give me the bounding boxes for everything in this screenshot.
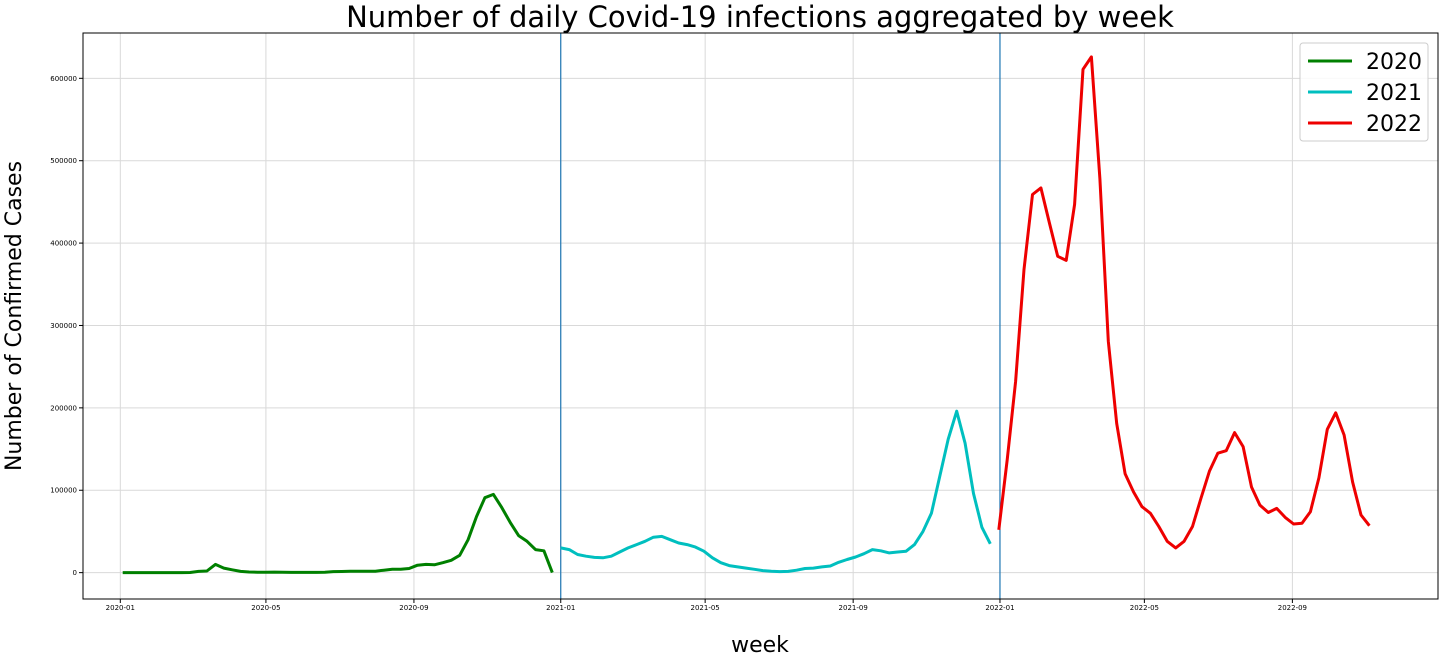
- y-tick-label: 400000: [50, 240, 77, 248]
- grid: [83, 33, 1438, 599]
- y-tick-label: 200000: [50, 404, 77, 412]
- x-tick-label: 2021-09: [839, 604, 868, 612]
- x-axis-ticks: 2020-01 2020-05 2020-09 2021-01 2021-05 2021-…: [106, 599, 1307, 612]
- y-axis-ticks: 0 100000 200000 300000 400000 500000 600000: [50, 75, 83, 577]
- x-tick-label: 2020-05: [251, 604, 280, 612]
- x-tick-label: 2021-01: [546, 604, 575, 612]
- legend-box: [1299, 42, 1429, 142]
- y-tick-label: 500000: [50, 157, 77, 165]
- y-tick-label: 100000: [50, 487, 77, 495]
- x-tick-label: 2021-05: [691, 604, 720, 612]
- series-line-2021: [560, 409, 992, 574]
- x-tick-label: 2020-01: [106, 604, 135, 612]
- x-tick-label: 2022-05: [1130, 604, 1159, 612]
- x-tick-label: 2020-09: [399, 604, 428, 612]
- y-tick-label: 300000: [50, 322, 77, 330]
- plot-frame: [82, 32, 1439, 600]
- x-axis-label: week: [731, 633, 789, 658]
- series-lines: [122, 55, 1371, 575]
- year-separators: [560, 33, 1001, 599]
- legend-label-2022: 2022: [1366, 112, 1422, 137]
- legend-label-2020: 2020: [1366, 50, 1422, 75]
- y-tick-label: 600000: [50, 75, 77, 83]
- legend: 2020 2021 2022: [1299, 42, 1429, 142]
- x-tick-label: 2022-09: [1278, 604, 1307, 612]
- chart-title: Number of daily Covid-19 infections aggr…: [346, 0, 1174, 34]
- y-tick-label: 0: [73, 569, 77, 577]
- series-line-2020: [122, 492, 554, 575]
- x-tick-label: 2022-01: [985, 604, 1014, 612]
- series-line-2022: [997, 55, 1371, 550]
- y-axis-label: Number of Confirmed Cases: [2, 161, 27, 471]
- legend-label-2021: 2021: [1366, 81, 1422, 106]
